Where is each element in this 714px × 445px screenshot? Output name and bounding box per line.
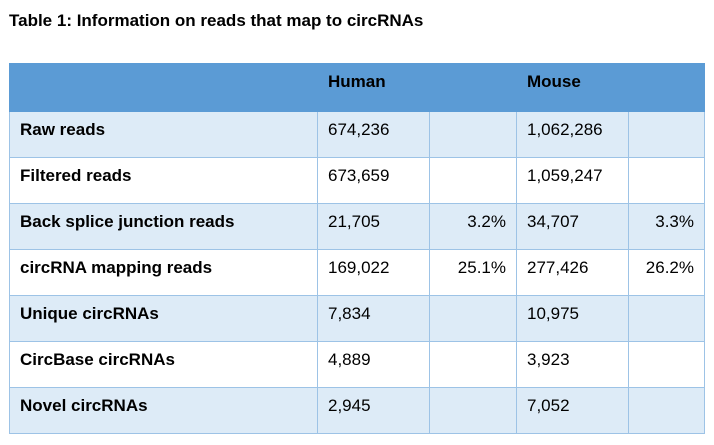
mouse-value: 3,923 xyxy=(516,341,629,388)
header-cell-mouse: Mouse xyxy=(516,63,629,112)
human-value: 2,945 xyxy=(317,387,430,434)
mouse-value: 34,707 xyxy=(516,203,629,250)
table-row: Raw reads 674,236 1,062,286 xyxy=(9,111,705,158)
human-percent xyxy=(429,111,517,158)
row-label: circRNA mapping reads xyxy=(9,249,318,296)
row-label: Filtered reads xyxy=(9,157,318,204)
table-row: Novel circRNAs 2,945 7,052 xyxy=(9,387,705,434)
mouse-percent xyxy=(628,157,705,204)
mouse-value: 1,062,286 xyxy=(516,111,629,158)
human-percent: 25.1% xyxy=(429,249,517,296)
row-label: Unique circRNAs xyxy=(9,295,318,342)
header-cell-mouse-pct xyxy=(628,63,705,112)
table-row: Back splice junction reads 21,705 3.2% 3… xyxy=(9,203,705,250)
table-header-row: Human Mouse xyxy=(9,63,705,112)
human-value: 4,889 xyxy=(317,341,430,388)
header-cell-label xyxy=(9,63,318,112)
human-percent xyxy=(429,295,517,342)
table-row: circRNA mapping reads 169,022 25.1% 277,… xyxy=(9,249,705,296)
header-cell-human: Human xyxy=(317,63,430,112)
human-value: 7,834 xyxy=(317,295,430,342)
mouse-percent xyxy=(628,387,705,434)
mouse-percent xyxy=(628,111,705,158)
human-percent xyxy=(429,341,517,388)
row-label: Novel circRNAs xyxy=(9,387,318,434)
row-label: CircBase circRNAs xyxy=(9,341,318,388)
mouse-value: 7,052 xyxy=(516,387,629,434)
table-title: Table 1: Information on reads that map t… xyxy=(9,11,424,30)
table-row: Filtered reads 673,659 1,059,247 xyxy=(9,157,705,204)
human-percent xyxy=(429,387,517,434)
human-value: 673,659 xyxy=(317,157,430,204)
human-percent: 3.2% xyxy=(429,203,517,250)
mouse-value: 10,975 xyxy=(516,295,629,342)
table-row: CircBase circRNAs 4,889 3,923 xyxy=(9,341,705,388)
mouse-value: 1,059,247 xyxy=(516,157,629,204)
human-value: 21,705 xyxy=(317,203,430,250)
mouse-percent xyxy=(628,295,705,342)
mouse-percent: 26.2% xyxy=(628,249,705,296)
reads-table: Human Mouse Raw reads 674,236 1,062,286 … xyxy=(9,63,705,434)
table-row: Unique circRNAs 7,834 10,975 xyxy=(9,295,705,342)
header-cell-human-pct xyxy=(429,63,517,112)
mouse-percent xyxy=(628,341,705,388)
mouse-value: 277,426 xyxy=(516,249,629,296)
human-percent xyxy=(429,157,517,204)
human-value: 169,022 xyxy=(317,249,430,296)
row-label: Raw reads xyxy=(9,111,318,158)
human-value: 674,236 xyxy=(317,111,430,158)
mouse-percent: 3.3% xyxy=(628,203,705,250)
row-label: Back splice junction reads xyxy=(9,203,318,250)
